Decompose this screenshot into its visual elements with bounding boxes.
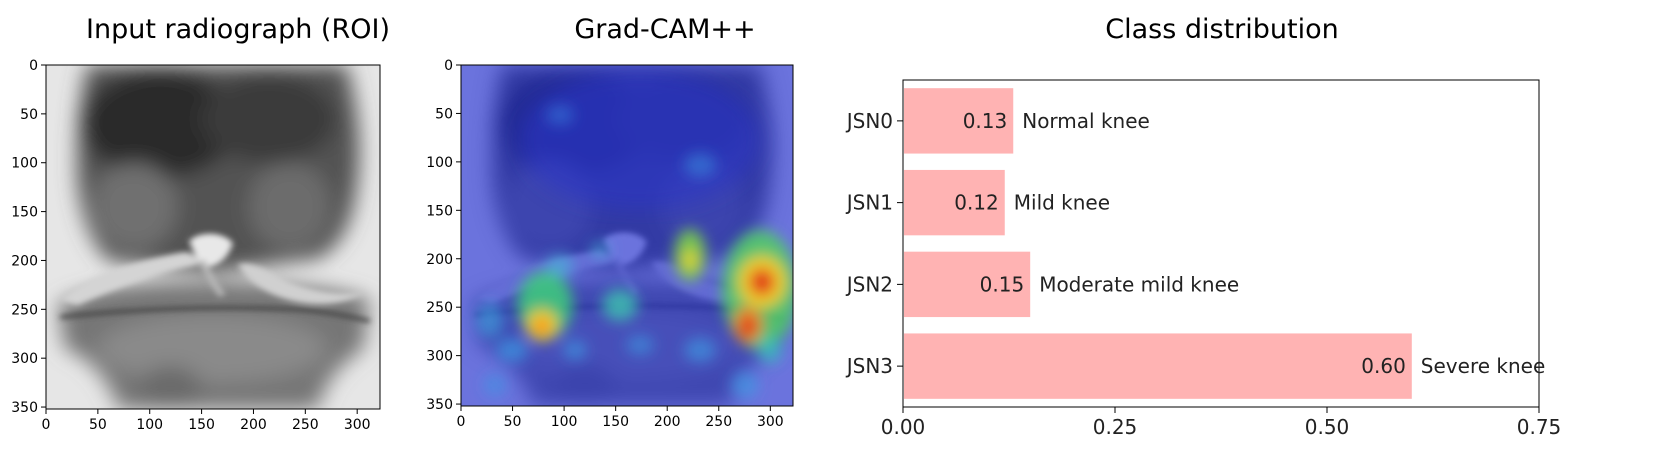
y-tick-label: 50 bbox=[20, 107, 38, 123]
radiograph-title: Input radiograph (ROI) bbox=[86, 14, 390, 45]
x-tick-label: 0.25 bbox=[1093, 415, 1138, 439]
y-tick-label: 50 bbox=[435, 106, 453, 122]
x-tick-label: 300 bbox=[757, 414, 784, 430]
y-tick-label: 350 bbox=[11, 400, 38, 416]
x-tick-label: 0 bbox=[457, 414, 466, 430]
gradcam-image bbox=[461, 65, 793, 406]
y-tick-label: 0 bbox=[444, 58, 453, 74]
y-tick-label: 100 bbox=[11, 156, 38, 172]
y-tick-label: 150 bbox=[426, 203, 453, 219]
x-tick-label: 0 bbox=[42, 417, 51, 433]
x-tick-label: 200 bbox=[654, 414, 681, 430]
x-tick-label: 300 bbox=[344, 417, 371, 433]
bar-value-label: 0.15 bbox=[980, 272, 1025, 296]
heatmap-hotspots bbox=[476, 105, 793, 399]
y-tick-label: 250 bbox=[11, 302, 38, 318]
y-tick-label: 100 bbox=[426, 155, 453, 171]
x-tick-label: 250 bbox=[705, 414, 732, 430]
y-category-label: JSN2 bbox=[845, 272, 893, 296]
x-tick-label: 150 bbox=[602, 414, 629, 430]
x-tick-label: 0.75 bbox=[1517, 415, 1562, 439]
y-tick-label: 0 bbox=[29, 58, 38, 74]
y-tick-label: 300 bbox=[11, 351, 38, 367]
y-tick-label: 350 bbox=[426, 397, 453, 413]
bar-annotation: Normal knee bbox=[1022, 109, 1150, 133]
bar-jsn0 bbox=[904, 88, 1014, 154]
y-category-label: JSN3 bbox=[845, 354, 893, 378]
bar-jsn2 bbox=[904, 251, 1031, 318]
radiograph-axes: 0 50 100 150 200 250 300 0 50 100 150 200 250 300 350 bbox=[11, 58, 370, 433]
chart-bars: 0.13 Normal knee 0.12 Mild knee 0.15 Moderate… bbox=[904, 88, 1545, 399]
y-category-label: JSN1 bbox=[845, 191, 893, 215]
x-tick-label: 0.50 bbox=[1305, 415, 1350, 439]
x-tick-label: 200 bbox=[240, 417, 267, 433]
gradcam-frame bbox=[460, 64, 794, 407]
bar-jsn3 bbox=[904, 333, 1412, 399]
chart-title: Class distribution bbox=[1105, 14, 1339, 45]
bar-value-label: 0.13 bbox=[963, 109, 1008, 133]
y-tick-label: 200 bbox=[11, 253, 38, 269]
x-tick-label: 50 bbox=[504, 414, 522, 430]
x-tick-label: 150 bbox=[188, 417, 215, 433]
bar-value-label: 0.12 bbox=[954, 191, 999, 215]
chart-axes: JSN0 JSN1 JSN2 JSN3 0.00 0.25 0.50 0.75 bbox=[845, 109, 1562, 439]
x-tick-label: 100 bbox=[136, 417, 163, 433]
x-tick-label: 250 bbox=[292, 417, 319, 433]
bar-jsn1 bbox=[904, 169, 1005, 236]
chart-plot-frame bbox=[902, 79, 1540, 408]
gradcam-title: Grad-CAM++ bbox=[574, 14, 756, 45]
y-tick-label: 200 bbox=[426, 252, 453, 268]
bar-value-label: 0.60 bbox=[1361, 354, 1406, 378]
x-tick-label: 50 bbox=[89, 417, 107, 433]
x-tick-label: 100 bbox=[551, 414, 578, 430]
bar-annotation: Severe knee bbox=[1421, 354, 1545, 378]
bar-annotation: Moderate mild knee bbox=[1039, 272, 1239, 296]
radiograph-frame bbox=[45, 64, 381, 410]
x-tick-label: 0.00 bbox=[881, 415, 926, 439]
y-tick-label: 300 bbox=[426, 349, 453, 365]
y-tick-label: 150 bbox=[11, 205, 38, 221]
gradcam-axes: 0 50 100 150 200 250 300 0 50 100 150 200 250 300 350 bbox=[426, 58, 783, 430]
radiograph-image bbox=[46, 65, 380, 409]
y-category-label: JSN0 bbox=[845, 109, 893, 133]
y-tick-label: 250 bbox=[426, 300, 453, 316]
bar-annotation: Mild knee bbox=[1014, 191, 1110, 215]
